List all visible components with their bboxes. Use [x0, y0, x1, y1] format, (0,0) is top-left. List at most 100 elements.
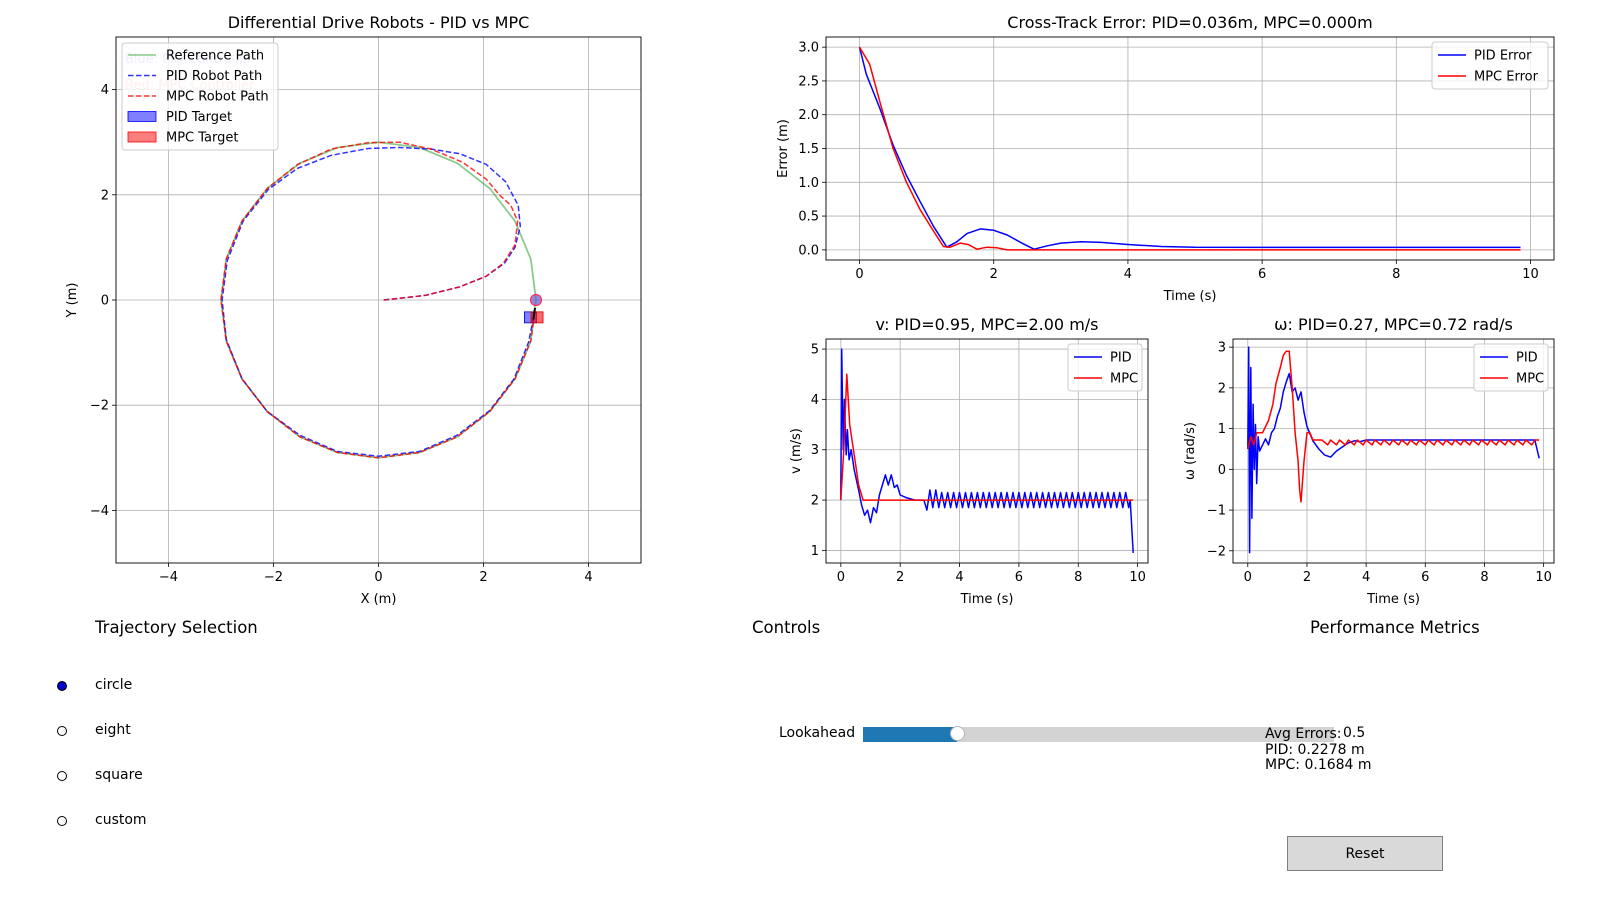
chart2-legend: PID Error MPC Error: [1431, 41, 1549, 90]
chart4-ytick-label: 3: [1218, 341, 1226, 356]
pid-target-marker: [529, 293, 543, 307]
mpc-robot-body: [530, 311, 544, 324]
chart1-legend-label-4: MPC Target: [166, 131, 238, 146]
chart2-series-mpc-error: [858, 46, 1521, 251]
chart1-legend-frame: [121, 42, 279, 151]
chart3-title: v: PID=0.95, MPC=2.00 m/s: [875, 315, 1098, 334]
radio-custom[interactable]: [57, 816, 67, 826]
chart1-xlabel: X (m): [361, 592, 397, 607]
chart1-xtick-label: −4: [159, 570, 178, 585]
chart1-series-pid-robot-path: [221, 146, 535, 457]
chart4-plot-area: [1247, 346, 1540, 554]
chart2-ytick-label: 1.5: [798, 142, 819, 157]
chart4-ytick-label: −1: [1207, 504, 1226, 519]
pid-heading-arrow: [532, 307, 536, 320]
chart1-ytick-label: 2: [101, 188, 109, 203]
radio-label-eight[interactable]: eight: [95, 722, 131, 738]
chart2-ytick-label: 2.0: [798, 108, 819, 123]
chart1-legend-label-1: PID Robot Path: [166, 69, 262, 84]
chart3-ytick-label: 4: [811, 393, 819, 408]
chart3-xtick-label: 8: [1074, 570, 1082, 585]
chart1-xtick-label: −2: [264, 570, 283, 585]
chart2-axes: 0 2 4 6 8 10 0.0 0.5 1.0 1.5 2.0 2.5 3.0 Cross-Track …: [776, 13, 1555, 304]
chart3-series-mpc: [840, 373, 1134, 501]
chart1-ylabel: Y (m): [65, 283, 80, 319]
chart4-ylabel: ω (rad/s): [1183, 422, 1198, 480]
chart1-axes: −4 −2 0 2 4 −4 −2 0 2 4 Differential Drive Robots …: [65, 13, 642, 607]
chart3-plot-area: [840, 348, 1134, 553]
chart3-legend-frame: [1067, 343, 1143, 392]
chart4-xtick-label: 0: [1244, 570, 1252, 585]
chart3-ytick-label: 5: [811, 343, 819, 358]
chart3-xtick-label: 10: [1129, 570, 1146, 585]
chart2-ytick-label: 0.0: [798, 243, 819, 258]
chart2-ytick-label: 1.0: [798, 176, 819, 191]
chart4-xlabel: Time (s): [1366, 592, 1420, 607]
chart2-legend-label-0: PID Error: [1474, 49, 1532, 64]
metrics-text: Avg Errors: PID: 0.2278 m MPC: 0.1684 m: [1265, 726, 1372, 774]
trajectory-selection-title: Trajectory Selection: [95, 618, 258, 637]
chart4-xtick-label: 6: [1421, 570, 1429, 585]
chart4-legend-label-1: MPC: [1516, 372, 1544, 387]
chart1-title: Differential Drive Robots - PID vs MPC: [228, 13, 530, 32]
reset-button[interactable]: Reset: [1287, 836, 1443, 871]
radio-label-circle[interactable]: circle: [95, 677, 133, 693]
chart2-legend-frame: [1431, 41, 1549, 90]
chart2-xtick-label: 8: [1392, 267, 1400, 282]
chart3-legend-label-1: MPC: [1110, 372, 1138, 387]
chart1-plot-area: [220, 141, 537, 459]
chart3-ylabel: v (m/s): [789, 428, 804, 474]
chart1-legend-handle-3: [127, 111, 157, 122]
radio-label-square[interactable]: square: [95, 767, 143, 783]
lookahead-slider-fill: [863, 727, 958, 742]
chart3-ytick-label: 2: [811, 494, 819, 509]
chart4-xtick-label: 8: [1480, 570, 1488, 585]
chart4-legend-label-0: PID: [1516, 351, 1538, 366]
chart4-ytick-label: 2: [1218, 381, 1226, 396]
chart1-legend-label-2: MPC Robot Path: [166, 90, 269, 105]
metrics-pid: PID: 0.2278 m: [1265, 741, 1365, 758]
chart4-ytick-label: 0: [1218, 463, 1226, 478]
radio-eight[interactable]: [57, 726, 67, 736]
chart4-axes: 0 2 4 6 8 10 −2 −1 0 1 2 3 ω: PID=0.27, MPC=0.72 rad…: [1183, 315, 1555, 607]
chart1-xtick-label: 4: [584, 570, 592, 585]
chart2-series-pid-error: [858, 46, 1521, 250]
chart1-frame: [115, 36, 642, 564]
controls-title: Controls: [752, 618, 821, 637]
chart3-xlabel: Time (s): [960, 592, 1014, 607]
chart1-ytick-label: −2: [90, 399, 109, 414]
chart2-xtick-label: 10: [1522, 267, 1539, 282]
chart4-legend-frame: [1473, 343, 1549, 392]
chart4-xtick-label: 2: [1303, 570, 1311, 585]
lookahead-slider[interactable]: [863, 726, 1334, 742]
radio-square[interactable]: [57, 771, 67, 781]
chart2-xtick-label: 0: [855, 267, 863, 282]
chart2-ytick-label: 0.5: [798, 210, 819, 225]
chart4-title: ω: PID=0.27, MPC=0.72 rad/s: [1274, 315, 1513, 334]
chart4-xtick-label: 4: [1362, 570, 1370, 585]
chart1-ytick-label: 4: [101, 83, 109, 98]
chart1-series-reference-path: [220, 141, 537, 459]
chart1-legend-handle-4: [127, 131, 157, 143]
chart2-xtick-label: 2: [990, 267, 998, 282]
chart2-xtick-label: 6: [1258, 267, 1266, 282]
chart1-legend: Reference Path PID Robot Path MPC Robot Pa…: [121, 42, 279, 151]
lookahead-slider-handle[interactable]: [950, 726, 966, 741]
chart2-ylabel: Error (m): [776, 119, 791, 178]
chart2-ytick-label: 2.5: [798, 74, 819, 89]
chart3-xtick-label: 6: [1015, 570, 1023, 585]
chart3-ytick-label: 3: [811, 443, 819, 458]
chart2-xtick-label: 4: [1124, 267, 1132, 282]
chart2-xlabel: Time (s): [1163, 289, 1217, 304]
radio-circle[interactable]: [57, 681, 67, 691]
chart2-plot-area: [858, 46, 1521, 251]
chart1-ytick-label: −4: [90, 504, 109, 519]
chart1-xtick-label: 2: [479, 570, 487, 585]
chart1-xtick-label: 0: [374, 570, 382, 585]
radio-label-custom[interactable]: custom: [95, 812, 147, 828]
chart3-frame: [825, 338, 1149, 564]
chart1-series-mpc-robot-path: [220, 141, 535, 459]
chart1-ytick-label: 0: [101, 294, 109, 309]
